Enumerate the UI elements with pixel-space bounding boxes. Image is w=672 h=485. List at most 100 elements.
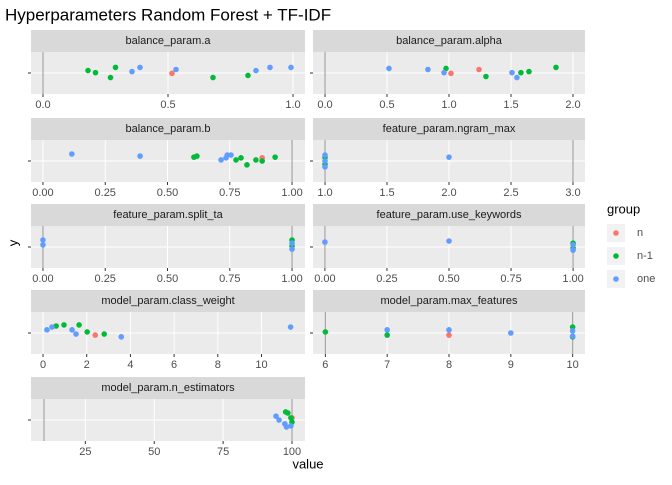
point [137, 153, 143, 159]
x-axis-label: value [292, 456, 323, 471]
legend-label: n-1 [637, 250, 653, 262]
point [169, 70, 175, 77]
point [289, 246, 295, 252]
point [272, 154, 278, 160]
x-tick-label: 0.00 [32, 187, 53, 199]
point [553, 64, 559, 71]
point [384, 332, 390, 338]
x-tick-label: 0.50 [157, 187, 178, 199]
point [288, 64, 294, 71]
x-tick-label: 1.0 [441, 99, 456, 111]
point [40, 242, 46, 248]
strip-label: model_param.max_features [381, 295, 518, 307]
x-tick-label: 6 [171, 359, 177, 371]
strip-label: balance_param.b [125, 123, 210, 135]
x-tick-label: 0.00 [32, 273, 53, 285]
point [322, 152, 328, 158]
x-tick-label: 0 [40, 359, 46, 371]
x-tick-label: 2.0 [441, 187, 456, 199]
point [384, 327, 390, 333]
point [210, 74, 216, 81]
x-tick-label: 1.00 [562, 273, 583, 285]
strip [31, 30, 305, 52]
x-tick-label: 50 [148, 446, 160, 458]
point [69, 327, 75, 333]
point [101, 331, 107, 337]
strip [313, 30, 585, 52]
point [287, 324, 294, 330]
point [129, 68, 135, 75]
point [92, 332, 99, 338]
point [267, 64, 273, 71]
strip-label: feature_param.split_ta [113, 209, 223, 221]
point [92, 69, 99, 76]
legend-label: n [637, 227, 643, 239]
x-tick-label: 0.75 [219, 273, 240, 285]
point [76, 322, 82, 328]
strip [313, 118, 585, 140]
point [508, 330, 514, 336]
legend-title: group [607, 201, 640, 216]
point [223, 155, 229, 161]
point [84, 329, 90, 335]
strip [31, 118, 305, 140]
point [288, 415, 294, 421]
point [259, 158, 265, 164]
point [322, 164, 328, 170]
point [233, 157, 239, 163]
strip-label: model_param.class_weight [101, 295, 234, 307]
x-tick-label: 1.5 [379, 187, 394, 199]
legend-marker [613, 253, 619, 259]
point [570, 242, 576, 248]
point [61, 322, 67, 328]
point [446, 332, 452, 338]
point [69, 151, 75, 157]
x-tick-label: 3.0 [565, 187, 580, 199]
x-tick-label: 0.5 [160, 99, 175, 111]
point [569, 328, 576, 334]
point [173, 66, 179, 73]
point [137, 64, 143, 71]
x-tick-label: 0.0 [317, 99, 332, 111]
x-tick-label: 0.75 [219, 187, 240, 199]
point [322, 239, 328, 245]
point [289, 240, 295, 246]
point [569, 333, 576, 339]
x-tick-label: 100 [283, 446, 301, 458]
x-tick-label: 0.5 [379, 99, 394, 111]
legend-label: one [637, 273, 655, 285]
x-tick-label: 9 [508, 359, 514, 371]
legend-marker [613, 276, 619, 282]
point [322, 158, 328, 164]
strip [31, 377, 305, 399]
x-tick-label: 2.0 [565, 99, 580, 111]
x-tick-label: 0.25 [95, 187, 116, 199]
x-tick-label: 0.75 [500, 273, 521, 285]
point [570, 247, 576, 253]
strip [313, 290, 585, 312]
x-tick-label: 0.00 [314, 273, 335, 285]
point [446, 238, 452, 244]
point [273, 413, 279, 419]
point [526, 68, 532, 75]
point [245, 72, 251, 79]
x-tick-label: 1.5 [503, 99, 518, 111]
point [253, 157, 259, 163]
point [49, 324, 55, 330]
point [441, 69, 447, 76]
point [322, 329, 329, 335]
point [73, 331, 79, 337]
strip-label: feature_param.use_keywords [377, 209, 522, 221]
point [238, 155, 244, 161]
x-tick-label: 10 [255, 359, 267, 371]
strip-label: model_param.n_estimators [101, 382, 235, 394]
x-tick-label: 1.00 [281, 273, 302, 285]
x-tick-label: 0.50 [157, 273, 178, 285]
x-tick-label: 8 [215, 359, 221, 371]
x-tick-label: 2 [84, 359, 90, 371]
x-tick-label: 1.0 [317, 187, 332, 199]
x-tick-label: 25 [79, 446, 91, 458]
point [569, 324, 576, 330]
x-tick-label: 1.0 [285, 99, 300, 111]
chart-title: Hyperparameters Random Forest + TF-IDF [5, 5, 331, 24]
